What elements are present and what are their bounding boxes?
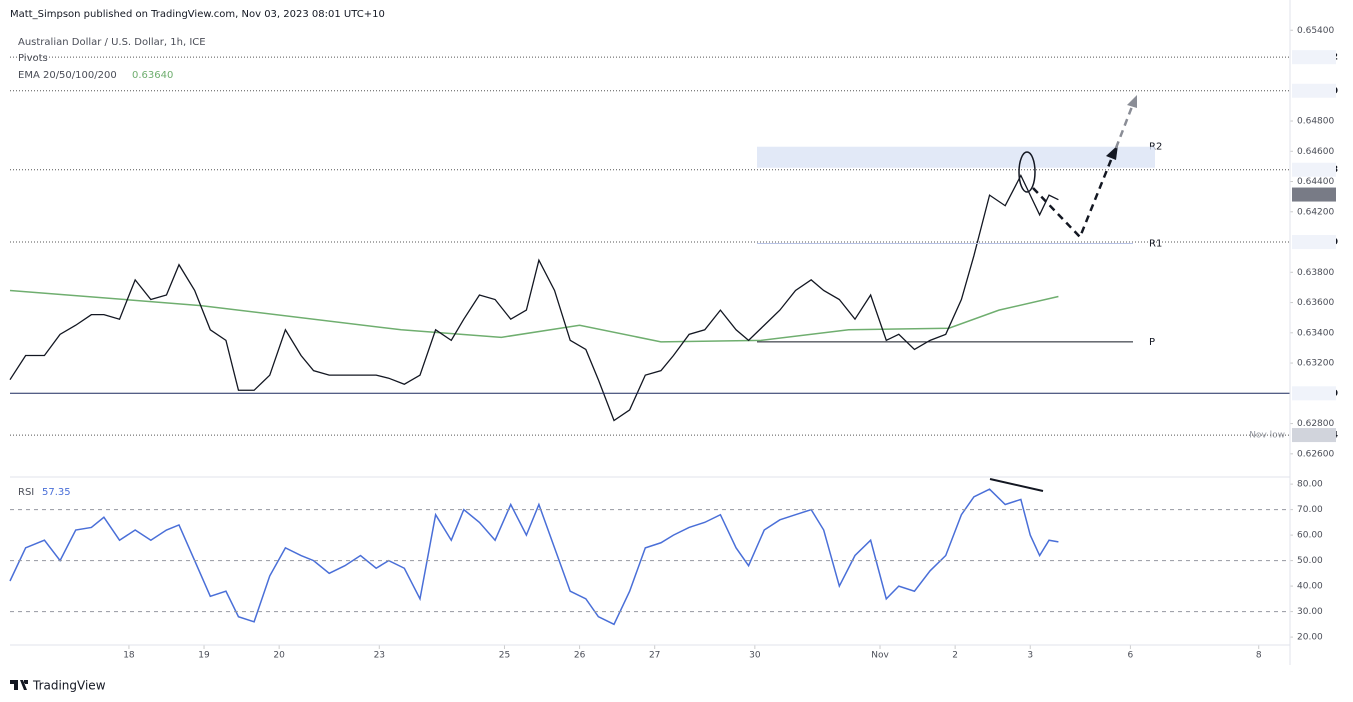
x-tick-label: 19 [198,651,210,661]
rsi-name: RSI [18,487,34,498]
level-box [1292,187,1336,202]
y-tick-label: 0.65400 [1297,26,1334,36]
x-tick-label: 25 [499,651,510,661]
legend: Australian Dollar / U.S. Dollar, 1h, ICE… [18,37,206,81]
target-arrow [1114,103,1135,149]
logo-mark [10,680,28,690]
y-tick-label: 0.63200 [1297,359,1334,369]
x-tick-label: 6 [1128,651,1134,661]
x-tick-label: 20 [273,651,285,661]
y-tick-label: 0.63800 [1297,268,1334,278]
series-line [9,174,1059,422]
y-tick-label: 0.63600 [1297,298,1334,308]
pivot-label: R1 [1149,239,1162,250]
arrow-head [1127,95,1137,108]
highlight-ellipse [1018,151,1036,193]
pivots-title: Pivots [18,53,48,64]
level-box [1292,235,1336,250]
x-tick-label: 18 [123,651,135,661]
ema-value: 0.63640 [132,70,173,81]
y-tick-label: 0.64800 [1297,117,1334,127]
level-box [1292,50,1336,65]
level-box [1292,386,1336,401]
y-tick-label: 0.64600 [1297,147,1334,157]
path-arrow [1032,154,1115,240]
y-tick-label: 0.63400 [1297,328,1334,338]
publisher: Matt_Simpson published on TradingView.co… [10,9,385,20]
y-tick-label: 0.64400 [1297,177,1334,187]
y-tick-label: 0.64200 [1297,207,1334,217]
pivot-label: R2 [1149,142,1162,153]
level-box [1292,428,1336,443]
x-tick-label: 26 [574,651,586,661]
level-box [1292,162,1336,177]
ema-name: EMA 20/50/100/200 [18,70,117,81]
y-tick-label: 70.00 [1297,505,1323,515]
series-line [9,289,1059,343]
pivot-label: P [1149,337,1155,348]
pivot-zone [757,146,1155,168]
y-tick-label: 50.00 [1297,556,1323,566]
y-tick-label: 20.00 [1297,633,1323,643]
series-line [9,488,1059,626]
logo: TradingView [10,679,106,693]
annotations [989,95,1137,492]
x-tick-label: 3 [1027,651,1033,661]
rsi-value: 57.35 [42,487,71,498]
brand: TradingView [32,679,106,693]
level-box [1292,83,1336,98]
y-tick-label: 80.00 [1297,480,1323,490]
divergence-line [989,478,1044,492]
x-tick-label: 30 [749,651,761,661]
chart-title: Australian Dollar / U.S. Dollar, 1h, ICE [18,37,206,48]
x-tick-label: 27 [649,651,660,661]
x-tick-label: 2 [952,651,958,661]
y-tick-label: 60.00 [1297,531,1323,541]
y-tick-label: 30.00 [1297,607,1323,617]
x-tick-label: 8 [1256,651,1262,661]
x-tick-label: 23 [374,651,385,661]
y-tick-label: 0.62800 [1297,419,1334,429]
x-tick-label: Nov [871,651,889,661]
y-tick-label: 0.62600 [1297,449,1334,459]
arrow-head [1106,145,1118,160]
y-tick-label: 40.00 [1297,582,1323,592]
